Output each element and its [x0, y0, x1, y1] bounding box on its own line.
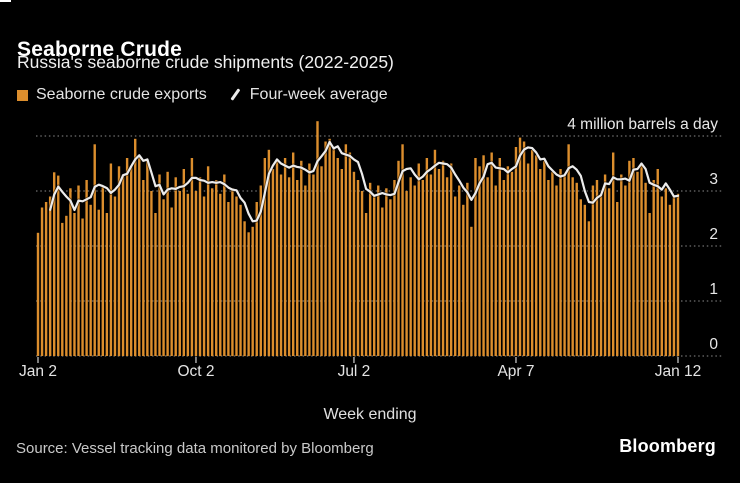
legend-label-average: Four-week average — [249, 86, 388, 103]
chart-subtitle: Russia's seaborne crude shipments (2022-… — [17, 52, 394, 72]
top-left-dash — [0, 0, 11, 2]
brand-logo: Bloomberg — [619, 436, 716, 456]
legend: Seaborne crude exports Four-week average — [17, 86, 388, 104]
source-note: Source: Vessel tracking data monitored b… — [16, 440, 374, 457]
chart-title: Seaborne Crude — [17, 38, 183, 62]
bar-series-swatch-icon — [17, 89, 28, 101]
x-axis-title: Week ending — [323, 406, 417, 423]
legend-label-exports: Seaborne crude exports — [36, 86, 207, 103]
